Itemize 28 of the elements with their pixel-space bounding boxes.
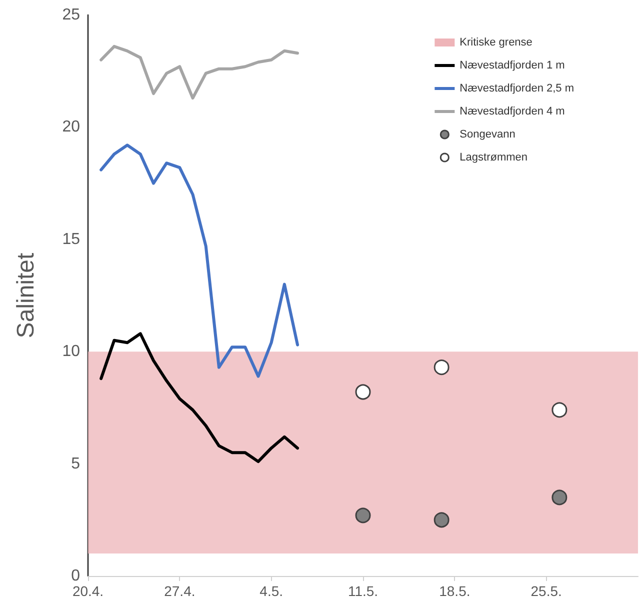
- x-tick-label: 25.5.: [530, 583, 562, 599]
- y-tick-label: 10: [62, 343, 80, 360]
- legend-label: Nævestadfjorden 2,5 m: [460, 82, 574, 94]
- y-tick-label: 20: [62, 118, 80, 136]
- point: [355, 384, 371, 400]
- line-series: [100, 44, 300, 100]
- x-tick-label: 20.4.: [72, 583, 104, 599]
- x-tick-label: 4.5.: [260, 583, 284, 599]
- line-series: [100, 144, 300, 378]
- legend-label: Songevann: [460, 128, 516, 140]
- legend-label: Nævestadfjorden 1 m: [460, 60, 565, 72]
- y-tick-label: 15: [62, 230, 80, 248]
- legend-label: Kritiske grense: [460, 36, 532, 48]
- y-tick-label: 0: [71, 568, 80, 584]
- line-series: [100, 332, 300, 464]
- y-tick-label: 25: [62, 6, 80, 24]
- point: [355, 508, 371, 524]
- y-axis-title: Salinitet: [12, 252, 40, 338]
- legend-label: Lagstrømmen: [460, 152, 528, 164]
- y-tick-label: 5: [71, 455, 80, 472]
- x-tick-label: 27.4.: [164, 583, 196, 599]
- point: [434, 512, 450, 528]
- x-tick-label: 11.5.: [348, 583, 378, 599]
- point: [434, 360, 450, 376]
- point: [552, 402, 568, 418]
- x-tick-label: 18.5.: [439, 583, 470, 599]
- legend-label: Nævestadfjorden 4 m: [460, 106, 565, 118]
- point: [552, 490, 568, 506]
